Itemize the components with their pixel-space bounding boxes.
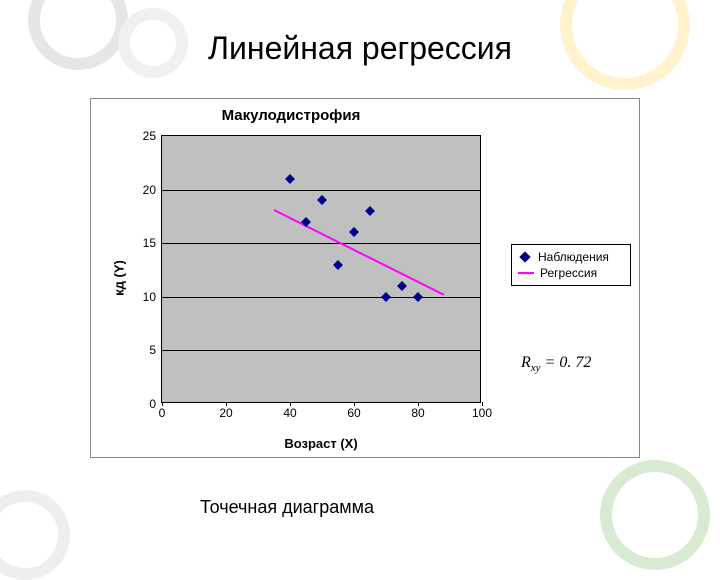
chart-container: Макулодистрофия кд (Y) 05101520250204060… bbox=[90, 98, 640, 458]
chart-title: Макулодистрофия bbox=[91, 107, 491, 124]
data-point bbox=[317, 195, 327, 205]
x-tick-label: 80 bbox=[411, 406, 424, 420]
gridline bbox=[162, 243, 480, 244]
chart-legend: Наблюдения Регрессия bbox=[511, 244, 631, 286]
x-tick-label: 0 bbox=[159, 406, 166, 420]
x-tick-label: 40 bbox=[283, 406, 296, 420]
data-point bbox=[285, 174, 295, 184]
slide-title: Линейная регрессия bbox=[0, 30, 720, 67]
data-point bbox=[397, 281, 407, 291]
gridline bbox=[162, 190, 480, 191]
x-tick-label: 100 bbox=[472, 406, 492, 420]
legend-item-observations: Наблюдения bbox=[518, 249, 624, 265]
x-axis-label: Возраст (X) bbox=[161, 436, 481, 451]
gridline bbox=[162, 297, 480, 298]
data-point bbox=[333, 260, 343, 270]
slide-caption: Точечная диаграмма bbox=[200, 497, 374, 518]
plot-area: 0510152025020406080100 bbox=[161, 135, 481, 403]
correlation-annotation: Rxy = 0. 72 bbox=[521, 354, 591, 374]
y-tick-label: 15 bbox=[136, 236, 156, 250]
x-tick-label: 20 bbox=[219, 406, 232, 420]
legend-label: Регрессия bbox=[540, 266, 597, 280]
regression-line bbox=[274, 209, 444, 295]
data-point bbox=[381, 292, 391, 302]
y-tick-label: 20 bbox=[136, 183, 156, 197]
data-point bbox=[349, 228, 359, 238]
legend-item-regression: Регрессия bbox=[518, 265, 624, 281]
decorative-circle bbox=[0, 490, 70, 580]
y-tick-label: 10 bbox=[136, 290, 156, 304]
data-point bbox=[365, 206, 375, 216]
line-marker-icon bbox=[518, 272, 534, 274]
y-tick-label: 0 bbox=[136, 397, 156, 411]
y-tick-label: 25 bbox=[136, 129, 156, 143]
y-tick-label: 5 bbox=[136, 343, 156, 357]
diamond-marker-icon bbox=[519, 251, 530, 262]
decorative-circle bbox=[600, 460, 710, 570]
x-tick-label: 60 bbox=[347, 406, 360, 420]
legend-label: Наблюдения bbox=[538, 250, 609, 264]
gridline bbox=[162, 350, 480, 351]
y-axis-label: кд (Y) bbox=[111, 260, 126, 296]
data-point bbox=[413, 292, 423, 302]
